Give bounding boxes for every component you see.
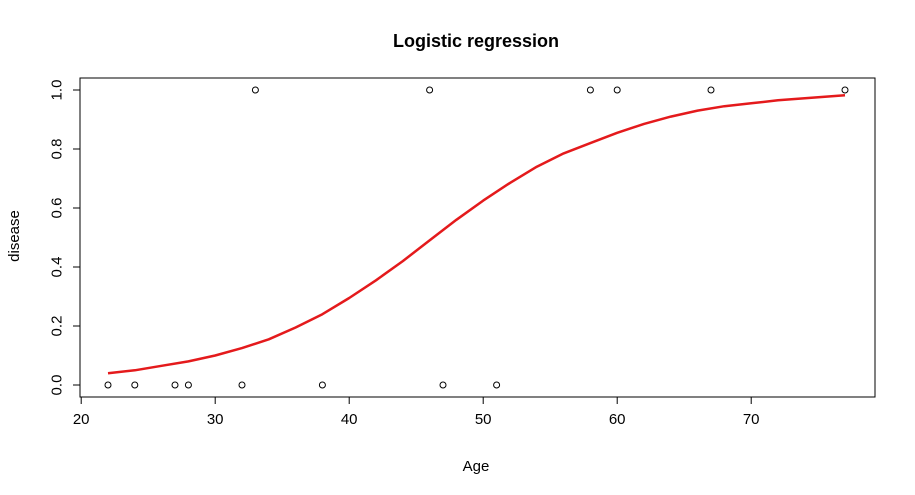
data-point [841, 86, 849, 94]
plot-frame [79, 77, 876, 398]
y-tick-label: 0.4 [49, 257, 66, 278]
data-point [171, 381, 179, 389]
data-point [318, 381, 326, 389]
data-point [613, 86, 621, 94]
x-tick-label: 20 [73, 411, 90, 428]
data-point [586, 86, 594, 94]
fitted-logistic-curve [107, 94, 846, 375]
x-tick-label: 40 [341, 411, 358, 428]
y-tick-label: 0.8 [49, 139, 66, 160]
data-point [493, 381, 501, 389]
data-point [184, 381, 192, 389]
x-tick-label: 50 [475, 411, 492, 428]
chart-title: Logistic regression [393, 31, 559, 51]
fitted-curve-layer [107, 94, 846, 375]
x-tick-label: 60 [609, 411, 626, 428]
data-point [251, 86, 259, 94]
data-point [104, 381, 112, 389]
data-point [707, 86, 715, 94]
x-axis: 20 30 40 50 60 70 [73, 396, 760, 428]
data-point [131, 381, 139, 389]
y-tick-label: 0.2 [49, 316, 66, 337]
data-point [238, 381, 246, 389]
y-axis: 0.0 0.2 0.4 0.6 0.8 1.0 [49, 80, 81, 396]
x-axis-label: Age [463, 458, 490, 475]
y-tick-label: 0.6 [49, 198, 66, 219]
x-tick-label: 30 [207, 411, 224, 428]
y-tick-label: 0.0 [49, 375, 66, 396]
y-axis-label: disease [6, 210, 23, 262]
y-tick-label: 1.0 [49, 80, 66, 101]
data-points-layer [104, 86, 849, 389]
data-point [439, 381, 447, 389]
x-tick-label: 70 [743, 411, 760, 428]
data-point [426, 86, 434, 94]
